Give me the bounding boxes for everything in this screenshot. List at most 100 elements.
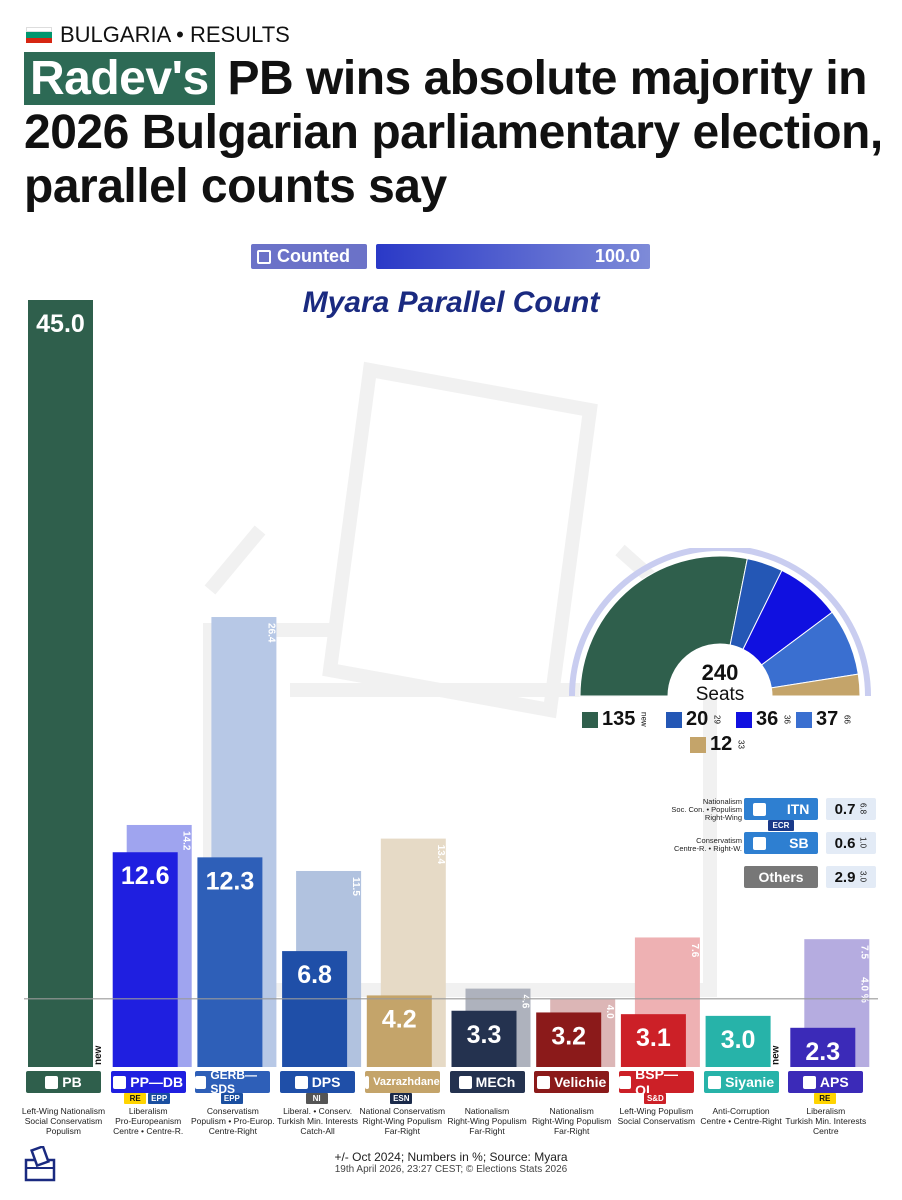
group-tag: ECR [768,820,794,831]
new-party-label: new [771,1045,782,1065]
minor-party-value: 2.9 3.0 [826,866,876,888]
minor-prev: 3.0 [858,871,868,883]
itn-logo-icon [752,802,766,816]
prev-value-label: 7.5 [858,945,869,959]
bar-MECh [451,1010,517,1067]
party-label-PB: PB [26,1071,101,1093]
party-description: Liberal. • Conserv. Turkish Min. Interest… [277,1106,359,1136]
threshold-label: 4.0 % [858,977,869,1003]
party-description: Liberalism Turkish Min. Interests Centre [785,1106,867,1136]
party-label-GERB—SDS: GERB—SDS [195,1068,271,1096]
legend-swatch [736,711,752,728]
bar-value-label: 3.2 [551,1022,586,1050]
group-tag: EPP [220,1093,243,1104]
legend-swatch [666,711,682,728]
minor-value: 0.7 [834,800,856,818]
seat-prev: new [639,712,649,727]
minor-party-value: 0.7 6.8 [826,798,876,820]
bar-Vazrazhdane [366,995,432,1067]
chart-subtitle: Myara Parallel Count [302,286,600,319]
seat-legend-item: 37 66 [796,708,851,731]
headline: Radev's PB wins absolute majority in 202… [24,52,884,214]
party-name: SB [789,835,809,851]
seat-prev: 29 [712,715,722,724]
bar-value-label: 3.1 [636,1024,671,1052]
seat-count: 135 [602,708,636,730]
vazrazhdane-logo-icon [364,1075,370,1089]
seat-prev: 33 [736,740,746,749]
bar-value-label: 45.0 [36,310,85,338]
seats-total: 240 [701,660,739,685]
bar-PP—DB [112,852,178,1067]
siyanie-logo-icon [708,1075,722,1089]
minor-value: 2.9 [834,868,856,886]
bar-APS [790,1027,856,1067]
seats-label: Seats [695,684,745,705]
legend-swatch [796,711,812,728]
party-description: Left-Wing Populism Social Conservatism [617,1106,696,1126]
group-tag: RE [124,1093,147,1104]
group-tag: RE [813,1093,836,1104]
party-name: Velichie [554,1074,607,1090]
aps-logo-icon [802,1075,816,1089]
party-label-MECh: MECh [449,1071,525,1093]
seat-count: 36 [756,708,779,730]
bar-value-label: 2.3 [805,1038,840,1066]
headline-text: PB wins absolute majority in 2026 Bulgar… [24,52,883,213]
party-description: Left-Wing Nationalism Social Conservatism… [21,1106,106,1136]
footer-note: +/- Oct 2024; Numbers in %; Source: Myar… [334,1150,568,1164]
party-name: APS [819,1074,849,1090]
party-description: Nationalism Right-Wing Populism Far-Right [447,1106,527,1136]
group-tag: EPP [148,1093,171,1104]
seat-count: 37 [816,708,839,730]
party-description: Conservatism Populism • Pro-Europ. Centre-… [191,1106,275,1136]
seat-count: 12 [710,733,733,755]
prev-value-label: 7.6 [689,943,700,957]
bsp-logo-icon [618,1075,632,1089]
minor-party-description: Conservatism Centre-R. • Right-W. [673,836,742,853]
bar-BSP—OL [620,1014,686,1067]
party-name: PB [62,1074,82,1090]
minor-prev: 6.8 [858,803,868,815]
velichie-logo-icon [537,1075,551,1089]
ballot-box-logo-icon [24,1146,56,1182]
group-tag: S&D [644,1093,667,1104]
footer-credit: 19th April 2026, 23:27 CEST; © Elections… [334,1164,568,1175]
new-party-label: new [93,1045,104,1065]
party-name: PP—DB [130,1074,184,1090]
headline-highlight: Radev's [24,52,215,105]
seat-prev: 66 [842,715,852,724]
mech-logo-icon [458,1075,472,1089]
bar-value-label: 4.2 [382,1005,417,1033]
party-name: MECh [475,1074,516,1090]
prev-value-label: 26.4 [265,623,276,643]
bar-value-label: 3.3 [467,1021,502,1049]
bar-value-label: 12.3 [206,867,255,895]
group-tag: NI [305,1093,328,1104]
prev-value-label: 4.0 [604,1005,615,1019]
party-label-BSP—OL: BSP—OL [618,1066,694,1098]
bar-value-label: 6.8 [297,961,332,989]
seat-legend-item: 36 36 [736,708,791,731]
legend-swatch [690,736,706,753]
ppdb-logo-icon [113,1075,127,1089]
prev-value-label: 14.2 [181,831,192,851]
minor-party-label-SB: SB [744,832,818,854]
bar-value-label: 12.6 [121,862,170,890]
party-label-Siyanie: Siyanie [703,1071,779,1093]
bar-PB [28,300,93,1067]
party-label-PP—DB: PP—DB [110,1071,186,1093]
counted-label: Counted [251,244,367,269]
prev-value-label: 4.6 [520,995,531,1009]
bar-Velichie [536,1012,602,1067]
minor-party-description: Nationalism Soc. Con. • Populism Right-Win… [671,797,742,822]
legend-swatch [582,711,598,728]
section-tag-text: BULGARIA • RESULTS [60,22,290,47]
bulgaria-flag-icon [26,27,52,43]
minor-prev: 1.0 [858,837,868,849]
party-description: Liberalism Pro-Europeanism Centre • Centre… [113,1106,184,1136]
bar-GERB—SDS [197,857,263,1067]
party-name: Vazrazhdane [373,1076,440,1088]
party-name: DPS [311,1074,341,1090]
hemicycle-center [668,644,772,696]
